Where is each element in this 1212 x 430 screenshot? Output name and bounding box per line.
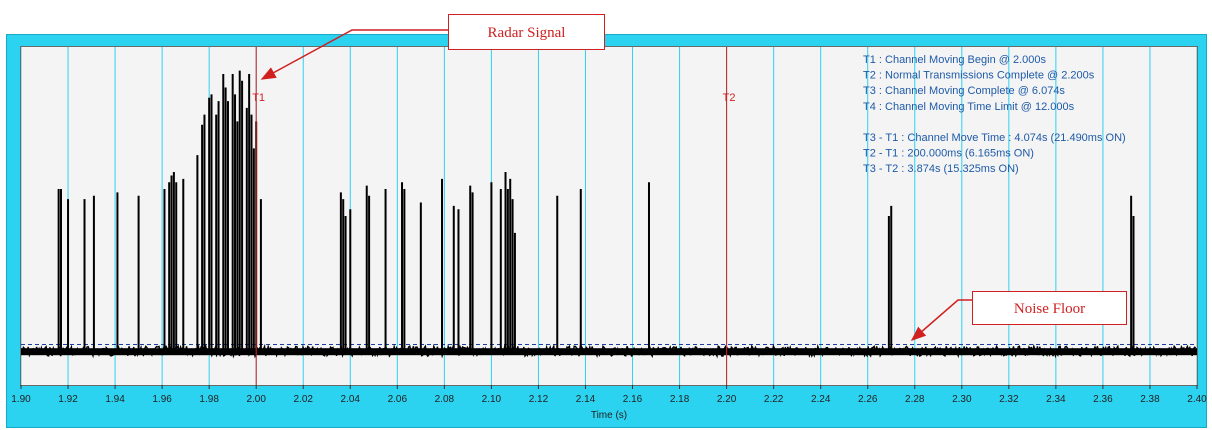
annotation-line: T4 : Channel Moving Time Limit @ 12.000s [863,101,1075,113]
x-tick-label: 1.94 [105,394,125,405]
x-tick-label: 2.36 [1093,394,1113,405]
x-tick-label: 2.26 [858,394,878,405]
marker-label-t1: T1 [252,92,265,104]
x-axis-title: Time (s) [591,410,627,421]
x-tick-label: 2.04 [341,394,361,405]
signal-chart: T1 T2 T1 : Channel Moving Begin @ 2.000s T2… [20,47,1198,385]
x-tick-label: 1.90 [11,394,31,405]
annotation-line: T2 - T1 : 200.000ms (6.165ms ON) [863,148,1034,160]
x-tick-label: 2.12 [529,394,549,405]
x-tick-label: 2.22 [764,394,784,405]
x-tick-label: 2.40 [1187,394,1207,405]
x-tick-label: 1.98 [199,394,219,405]
x-tick-label: 2.32 [999,394,1019,405]
x-tick-label: 2.30 [952,394,972,405]
x-tick-label: 2.28 [905,394,925,405]
annotation-line: T3 : Channel Moving Complete @ 6.074s [863,85,1065,97]
x-tick-label: 2.02 [294,394,314,405]
annotation-line: T1 : Channel Moving Begin @ 2.000s [863,54,1046,66]
x-tick-label: 2.20 [717,394,737,405]
marker-label-t2: T2 [723,92,736,104]
callout-noise-floor: Noise Floor [972,291,1127,325]
x-tick-label: 2.24 [811,394,831,405]
x-tick-label: 2.06 [388,394,408,405]
x-tick-label: 1.96 [152,394,172,405]
x-tick-label: 2.18 [670,394,690,405]
noise-band [21,348,1197,356]
x-tick-label: 2.00 [246,394,266,405]
annotation-line: T3 - T2 : 3.874s (15.325ms ON) [863,163,1019,175]
x-tick-label: 2.14 [576,394,596,405]
x-tick-label: 2.10 [482,394,502,405]
annotation-line: T2 : Normal Transmissions Complete @ 2.2… [863,70,1095,82]
annotation-line: T3 - T1 : Channel Move Time : 4.074s (21… [863,132,1126,144]
x-tick-label: 1.92 [58,394,78,405]
callout-radar-signal: Radar Signal [448,14,605,50]
plot-area: T1 T2 T1 : Channel Moving Begin @ 2.000s T2… [20,46,1198,386]
x-tick-label: 2.34 [1046,394,1066,405]
x-tick-label: 2.38 [1140,394,1160,405]
callout-radar-signal-label: Radar Signal [487,25,566,41]
callout-noise-floor-label: Noise Floor [1013,301,1086,317]
x-tick-label: 2.16 [623,394,643,405]
x-tick-label: 2.08 [435,394,455,405]
